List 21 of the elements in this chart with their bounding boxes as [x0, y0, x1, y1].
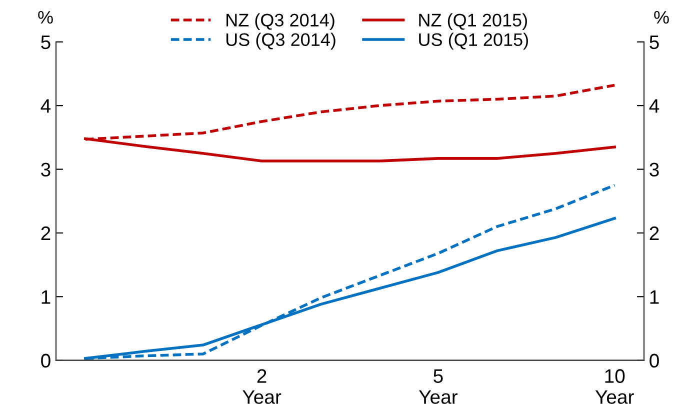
- legend-label: NZ (Q1 2015): [419, 13, 527, 30]
- x-tick-label: 5 Year: [418, 369, 458, 404]
- y2-tick-label: 4: [649, 99, 660, 113]
- y-tick-label: 0: [41, 354, 50, 368]
- y2-tick-label: 0: [650, 354, 659, 368]
- y2-tick-label: 3: [650, 162, 659, 177]
- y-tick-label: 5: [41, 36, 50, 50]
- y-tick-label: 4: [40, 99, 51, 113]
- x-tick-label: 2 Year: [242, 369, 282, 404]
- legend-label: US (Q1 2015): [419, 32, 528, 50]
- y2-tick-label: 5: [650, 36, 659, 50]
- legend-label: US (Q3 2014): [226, 32, 336, 50]
- x-tick-label: 10 Year: [595, 369, 634, 404]
- y-tick-label: 3: [41, 162, 50, 177]
- y-axis-title: %: [38, 10, 53, 24]
- y-tick-label: 2: [41, 226, 50, 240]
- legend-label: NZ (Q3 2014): [226, 13, 334, 30]
- y-tick-label: 1: [42, 290, 50, 304]
- y2-axis-title: %: [654, 10, 669, 24]
- y2-tick-label: 2: [650, 226, 659, 240]
- y2-tick-label: 1: [650, 290, 659, 304]
